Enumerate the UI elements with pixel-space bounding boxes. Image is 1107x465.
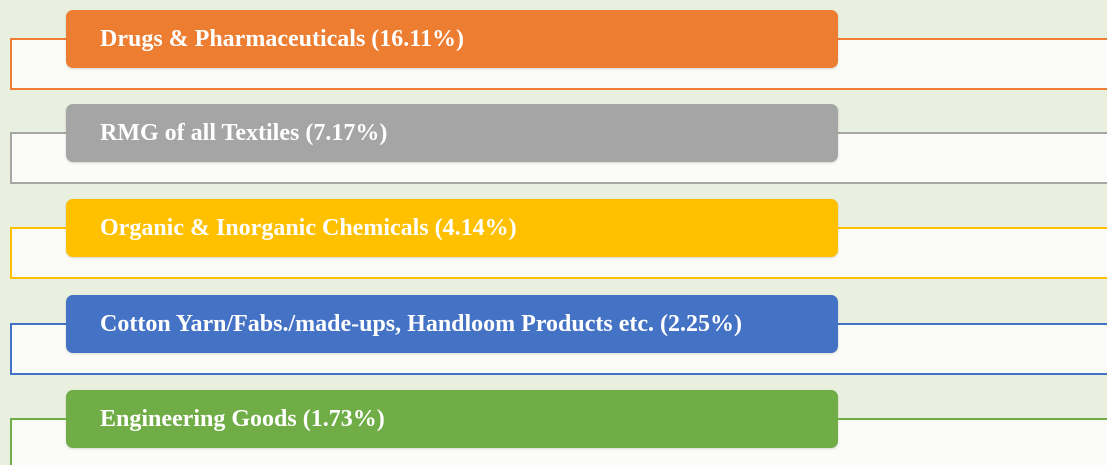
item-header: Cotton Yarn/Fabs./made-ups, Handloom Pro… — [66, 295, 838, 353]
item-header: Organic & Inorganic Chemicals (4.14%) — [66, 199, 838, 257]
item-header: RMG of all Textiles (7.17%) — [66, 104, 838, 162]
item-header: Engineering Goods (1.73%) — [66, 390, 838, 448]
item-header: Drugs & Pharmaceuticals (16.11%) — [66, 10, 838, 68]
